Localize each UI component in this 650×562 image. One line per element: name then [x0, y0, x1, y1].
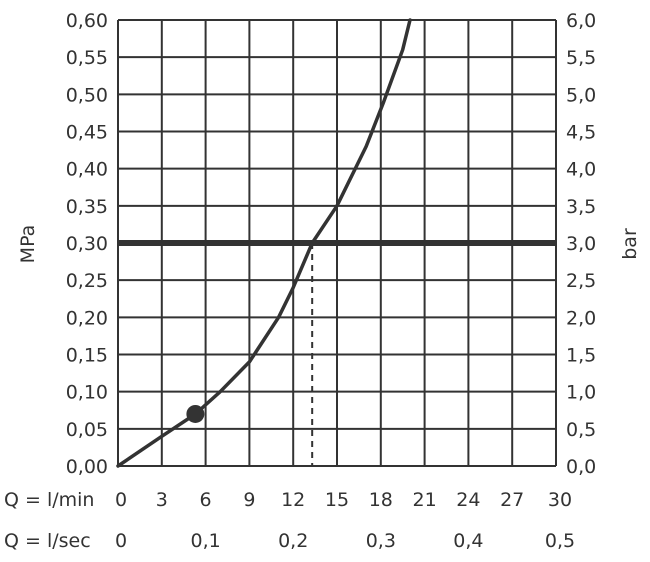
x-tick-label-lsec: 0,1 [190, 530, 220, 552]
x-tick-label-lmin: 27 [500, 489, 524, 511]
plot-area [116, 18, 556, 468]
y-tick-label-left: 0,20 [66, 307, 108, 329]
x-tick-label-lsec: 0,2 [278, 530, 308, 552]
y-axis-right: 0,0 0,5 1,0 1,5 2,0 2,5 3,0 3,5 4,0 4,5 5,0 5,5 6,0 [566, 10, 596, 478]
x-tick-label-lsec: 0,5 [545, 530, 575, 552]
y-tick-label-left: 0,45 [66, 122, 108, 144]
y-tick-label-left: 0,60 [66, 10, 108, 32]
y-tick-label-right: 1,5 [566, 345, 596, 367]
x-tick-label-lmin: 18 [369, 489, 393, 511]
y-tick-label-right: 3,0 [566, 233, 596, 255]
y-tick-label-right: 2,5 [566, 270, 596, 292]
x-tick-label-lmin: 12 [281, 489, 305, 511]
x-axis-lmin: 0 3 6 9 12 15 18 21 24 27 30 [115, 489, 572, 511]
y-tick-label-left: 0,30 [66, 233, 108, 255]
y-tick-label-right: 0,5 [566, 419, 596, 441]
y-tick-label-right: 4,5 [566, 122, 596, 144]
y-tick-label-left: 0,25 [66, 270, 108, 292]
y-tick-label-left: 0,55 [66, 47, 108, 69]
y-tick-label-left: 0,35 [66, 196, 108, 218]
y-tick-label-left: 0,15 [66, 345, 108, 367]
x-tick-label-lmin: 24 [456, 489, 480, 511]
y-tick-label-right: 2,0 [566, 307, 596, 329]
x-tick-label-lmin: 6 [200, 489, 212, 511]
x-axis-lmin-title: Q = l/min [4, 489, 94, 511]
y-tick-label-right: 0,0 [566, 456, 596, 478]
y-tick-label-right: 4,0 [566, 159, 596, 181]
data-point-marker [186, 404, 205, 423]
x-tick-label-lmin: 9 [243, 489, 255, 511]
y-tick-label-left: 0,40 [66, 159, 108, 181]
x-tick-label-lsec: 0,3 [366, 530, 396, 552]
x-tick-label-lmin: 30 [548, 489, 572, 511]
x-tick-label-lsec: 0 [115, 530, 127, 552]
y-tick-label-right: 1,0 [566, 382, 596, 404]
x-tick-label-lmin: 15 [325, 489, 349, 511]
y-tick-label-left: 0,10 [66, 382, 108, 404]
y-tick-label-right: 6,0 [566, 10, 596, 32]
x-tick-label-lmin: 21 [413, 489, 437, 511]
x-axis-lsec-title: Q = l/sec [4, 530, 91, 552]
x-tick-label-lmin: 0 [115, 489, 127, 511]
x-axis-lsec: 0 0,1 0,2 0,3 0,4 0,5 [115, 530, 575, 552]
y-tick-label-left: 0,05 [66, 419, 108, 441]
y-axis-left-title: MPa [17, 225, 39, 264]
y-tick-label-right: 5,0 [566, 84, 596, 106]
y-axis-right-title: bar [619, 228, 641, 260]
y-tick-label-right: 3,5 [566, 196, 596, 218]
y-tick-label-left: 0,00 [66, 456, 108, 478]
y-axis-left: 0,00 0,05 0,10 0,15 0,20 0,25 0,30 0,35 0,40 0,45… [66, 10, 108, 478]
x-tick-label-lmin: 3 [156, 489, 168, 511]
y-tick-label-right: 5,5 [566, 47, 596, 69]
y-tick-label-left: 0,50 [66, 84, 108, 106]
x-tick-label-lsec: 0,4 [453, 530, 483, 552]
